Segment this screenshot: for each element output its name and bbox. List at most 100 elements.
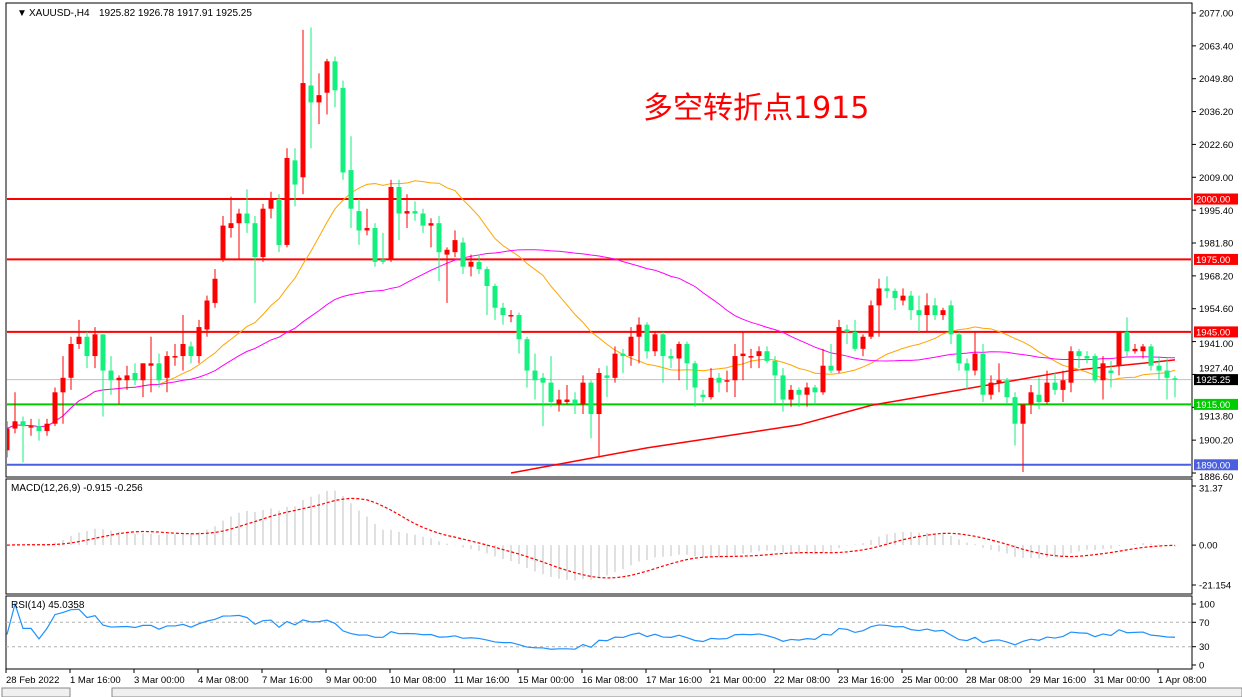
candle	[100, 334, 106, 417]
candle	[692, 360, 698, 407]
candle	[572, 392, 578, 415]
price-axis[interactable]: 2077.00 2063.40 2049.80 2036.20 2022.60 2009.…	[1192, 9, 1238, 483]
candle	[652, 331, 658, 357]
candle-body	[492, 286, 498, 308]
candle	[948, 300, 954, 344]
candle-body	[1044, 382, 1050, 402]
candle	[972, 331, 978, 376]
time-tick-label: 17 Mar 16:00	[646, 675, 702, 686]
candle	[860, 334, 866, 357]
candle	[1108, 360, 1114, 388]
candle	[1084, 351, 1090, 364]
level-badge-label: 2000.00	[1196, 195, 1230, 206]
candle	[844, 324, 850, 344]
candle	[340, 80, 346, 180]
candle	[828, 343, 834, 373]
candle	[812, 385, 818, 405]
candle-body	[148, 363, 154, 366]
candle	[540, 372, 546, 427]
level-badge-label: 1945.00	[1196, 327, 1230, 338]
candle	[484, 266, 490, 315]
candle-body	[308, 85, 314, 103]
price-tick-label: 2036.20	[1199, 107, 1233, 118]
candle-body	[380, 259, 386, 262]
candle-body	[300, 83, 306, 178]
candle-body	[108, 370, 114, 381]
candle	[804, 382, 810, 407]
candle-body	[588, 382, 594, 415]
macd-pane[interactable]: 31.37 0.00 -21.154	[5, 478, 1231, 595]
time-tick-label: 23 Mar 16:00	[838, 675, 894, 686]
symbol-dropdown-icon[interactable]: ▼	[17, 8, 27, 19]
candle-body	[844, 329, 850, 332]
candle-body	[908, 295, 914, 311]
candle	[292, 148, 298, 207]
level-badge-label: 1915.00	[1196, 400, 1230, 411]
candle-body	[900, 295, 906, 301]
candle	[220, 215, 226, 262]
candle	[780, 368, 786, 412]
candle-body	[36, 426, 42, 431]
candle-body	[28, 426, 34, 428]
candle	[12, 392, 18, 434]
candle	[580, 375, 586, 415]
candle	[1020, 404, 1026, 473]
candle	[1092, 353, 1098, 383]
candle	[756, 346, 762, 369]
candle-body	[1172, 378, 1178, 380]
candle-body	[820, 365, 826, 393]
candle-body	[532, 370, 538, 381]
candle-body	[1036, 394, 1042, 402]
candle	[996, 363, 1002, 393]
candle	[236, 208, 242, 260]
rsi-label: RSI(14) 45.0358	[11, 600, 85, 611]
candle-body	[876, 288, 882, 306]
candle-body	[516, 314, 522, 340]
candle-body	[460, 242, 466, 267]
rsi-tick-label: 0	[1199, 661, 1204, 672]
time-tick-label: 1 Apr 08:00	[1158, 675, 1207, 686]
candle	[564, 385, 570, 405]
candle	[452, 230, 458, 258]
bottom-scrollbar[interactable]	[111, 687, 1242, 697]
bottom-tab[interactable]	[1, 687, 71, 697]
candle	[1156, 356, 1162, 381]
candle-body	[260, 208, 266, 258]
candle-body	[188, 346, 194, 357]
candle-body	[76, 336, 82, 344]
candle-body	[1108, 370, 1114, 373]
candle-body	[684, 343, 690, 364]
candle-body	[804, 387, 810, 395]
candle	[28, 418, 34, 436]
macd-signal-line	[6, 497, 1176, 579]
sma-20-line	[7, 180, 1176, 430]
candle-body	[236, 213, 242, 224]
candle	[676, 341, 682, 381]
price-tick-label: 1954.60	[1199, 304, 1233, 315]
rsi-pane[interactable]: 100 70 30 0	[5, 595, 1215, 672]
candle-body	[972, 353, 978, 371]
main-price-pane[interactable]	[5, 2, 1193, 478]
level-badge	[1194, 459, 1238, 471]
candle-body	[644, 324, 650, 352]
main-pane-border	[5, 2, 1193, 478]
price-tick-label: 2009.00	[1199, 173, 1233, 184]
candle-body	[508, 314, 514, 317]
candle	[700, 389, 706, 402]
level-badge	[1194, 326, 1238, 338]
time-tick-label: 22 Mar 08:00	[774, 675, 830, 686]
candle-body	[228, 223, 234, 229]
candle	[500, 302, 506, 325]
candle-body	[412, 211, 418, 214]
candle-body	[660, 334, 666, 357]
time-tick-label: 29 Mar 16:00	[1030, 675, 1086, 686]
candle-body	[1132, 348, 1138, 352]
candle	[1132, 343, 1138, 354]
candle-body	[612, 353, 618, 378]
candle	[372, 223, 378, 267]
time-tick-label: 10 Mar 08:00	[390, 675, 446, 686]
candle	[716, 372, 722, 393]
candle	[68, 336, 74, 390]
candle	[740, 331, 746, 381]
